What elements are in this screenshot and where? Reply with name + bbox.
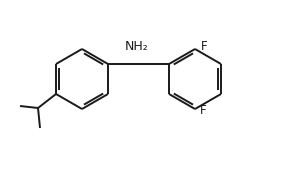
Text: F: F [201, 40, 208, 54]
Text: NH₂: NH₂ [125, 40, 148, 53]
Text: F: F [200, 105, 207, 118]
